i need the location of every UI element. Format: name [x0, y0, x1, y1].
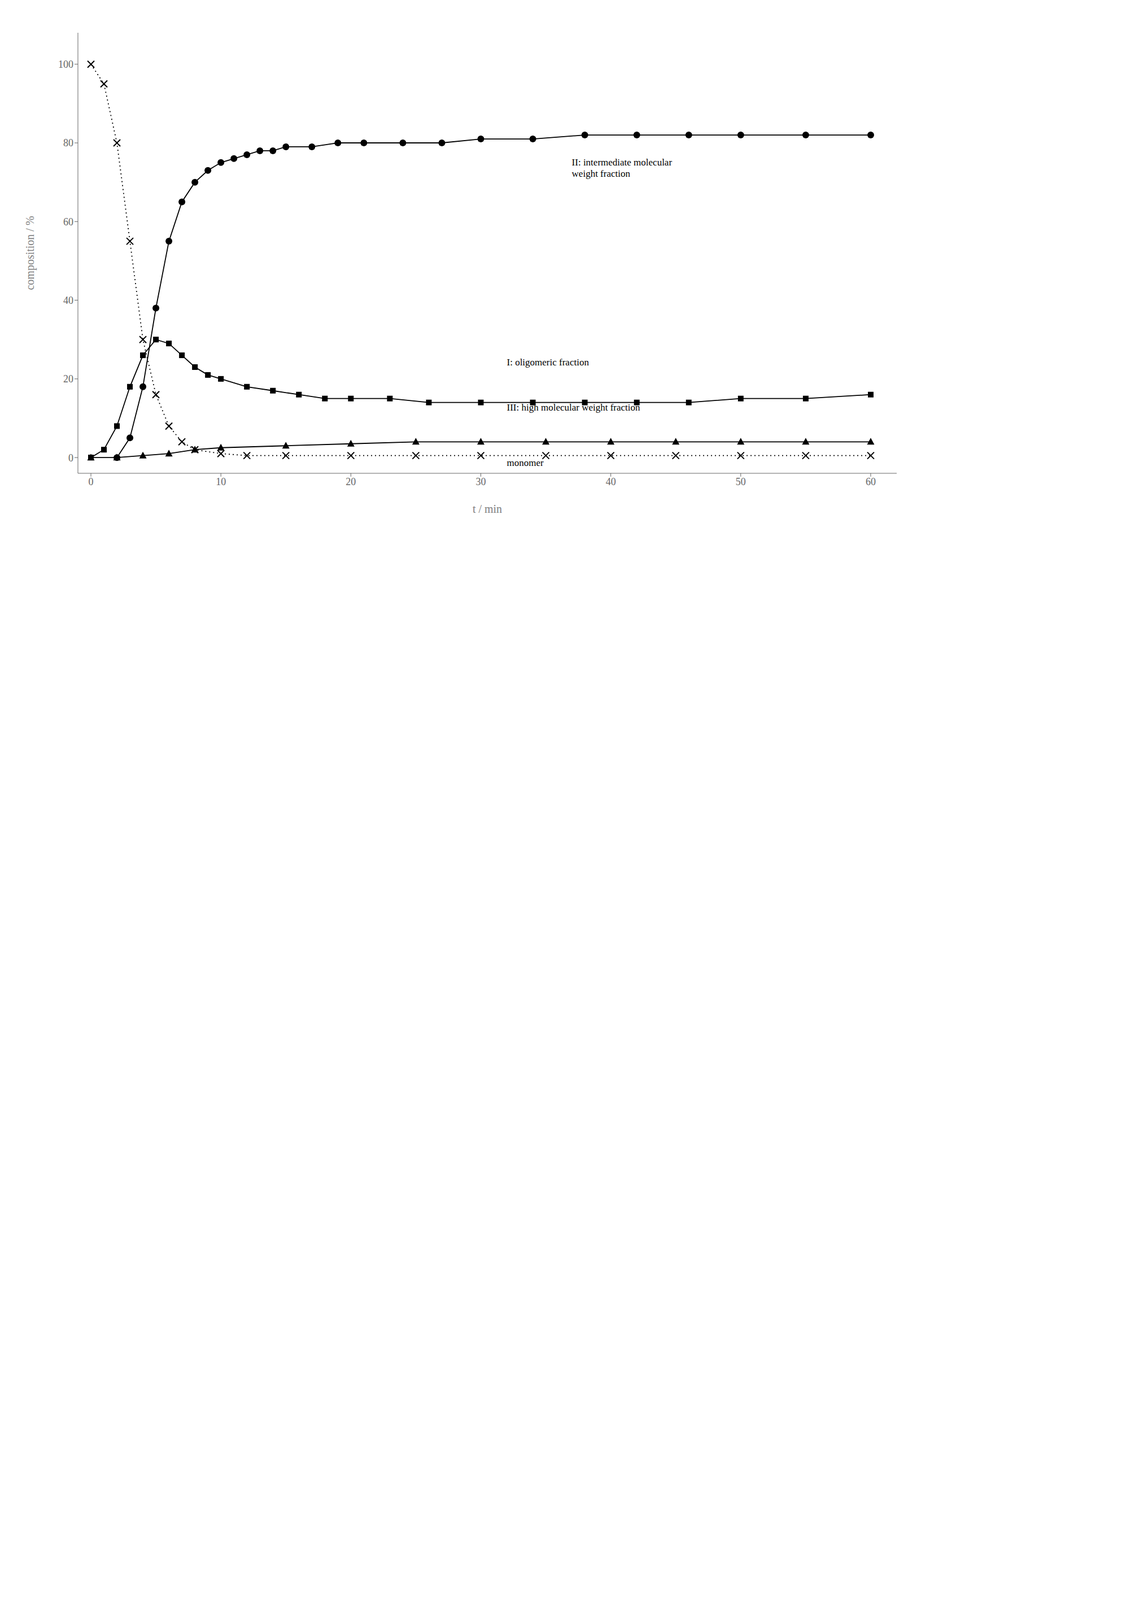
svg-text:II: intermediate molecularweig: II: intermediate molecularweight fractio…: [572, 156, 673, 180]
svg-text:0: 0: [88, 476, 94, 488]
svg-text:40: 40: [63, 294, 74, 307]
svg-text:60: 60: [865, 476, 876, 488]
svg-text:monomer: monomer: [507, 457, 544, 469]
svg-text:60: 60: [63, 216, 74, 228]
svg-text:20: 20: [63, 373, 74, 385]
svg-text:50: 50: [735, 476, 746, 488]
svg-text:40: 40: [605, 476, 617, 488]
svg-text:100: 100: [58, 58, 74, 71]
svg-text:I: oligomeric fraction: I: oligomeric fraction: [507, 356, 590, 368]
svg-text:0: 0: [68, 452, 74, 464]
svg-text:20: 20: [345, 476, 356, 488]
svg-text:III: high molecular weight fra: III: high molecular weight fraction: [507, 402, 641, 413]
svg-text:composition / %: composition / %: [23, 215, 37, 290]
svg-text:30: 30: [475, 476, 486, 488]
svg-text:80: 80: [63, 137, 74, 149]
svg-text:t / min: t / min: [472, 502, 502, 515]
svg-text:10: 10: [215, 476, 226, 488]
